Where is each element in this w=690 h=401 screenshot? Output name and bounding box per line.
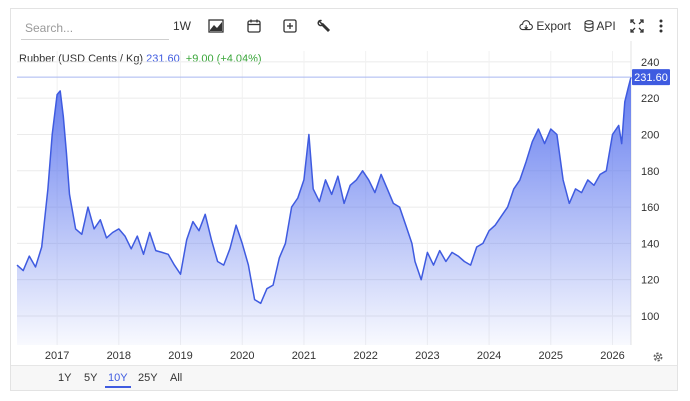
- fullscreen-icon[interactable]: [629, 15, 645, 37]
- y-tick-label: 100: [641, 311, 659, 323]
- y-tick-label: 180: [641, 166, 659, 178]
- api-button[interactable]: API: [583, 15, 617, 37]
- x-tick-label: 2026: [600, 350, 624, 362]
- export-label: Export: [536, 19, 571, 33]
- chart-widget: 1W Export API Rubber (USD Cents / Kg)231…: [10, 8, 678, 391]
- add-indicator-icon[interactable]: [281, 15, 299, 37]
- y-tick-label: 220: [641, 93, 659, 105]
- chart-type-icon[interactable]: [207, 15, 225, 37]
- range-button-5y[interactable]: 5Y: [84, 372, 98, 384]
- y-tick-label: 120: [641, 275, 659, 287]
- chart-toolbar: 1W Export API: [11, 9, 677, 43]
- x-tick-label: 2020: [230, 350, 254, 362]
- price-chart[interactable]: 100 120 140 160 180 200 220 240 2017 2018 2019 2020…: [11, 9, 679, 392]
- search-input[interactable]: [21, 17, 169, 40]
- y-tick-label: 200: [641, 129, 659, 141]
- x-tick-label: 2022: [353, 350, 377, 362]
- y-tick-label: 160: [641, 202, 659, 214]
- price-line: [16, 76, 632, 305]
- last-price-label: 231.60: [634, 72, 668, 84]
- wrench-icon[interactable]: [315, 15, 333, 37]
- price-area: [17, 77, 631, 345]
- export-button[interactable]: Export: [519, 15, 571, 37]
- range-button-10y[interactable]: 10Y: [105, 370, 131, 388]
- api-label: API: [596, 19, 616, 33]
- y-tick-label: 240: [641, 57, 659, 69]
- more-menu-icon[interactable]: [655, 15, 667, 37]
- x-tick-label: 2017: [45, 350, 69, 362]
- interval-button[interactable]: 1W: [173, 19, 191, 33]
- calendar-icon[interactable]: [245, 15, 263, 37]
- x-tick-label: 2019: [168, 350, 192, 362]
- x-tick-label: 2021: [292, 350, 316, 362]
- x-tick-label: 2018: [107, 350, 131, 362]
- database-icon: [584, 20, 594, 32]
- range-button-1y[interactable]: 1Y: [58, 372, 72, 384]
- range-selector: 1Y 5Y 10Y 25Y All: [11, 365, 677, 390]
- cloud-download-icon: [519, 20, 533, 31]
- x-tick-label: 2024: [477, 350, 501, 362]
- x-tick-label: 2023: [415, 350, 439, 362]
- range-button-25y[interactable]: 25Y: [138, 372, 158, 384]
- last-price-tag: [632, 69, 670, 86]
- x-tick-label: 2025: [539, 350, 563, 362]
- settings-gear-icon[interactable]: [653, 352, 663, 362]
- range-button-all[interactable]: All: [170, 372, 183, 384]
- y-tick-label: 140: [641, 238, 659, 250]
